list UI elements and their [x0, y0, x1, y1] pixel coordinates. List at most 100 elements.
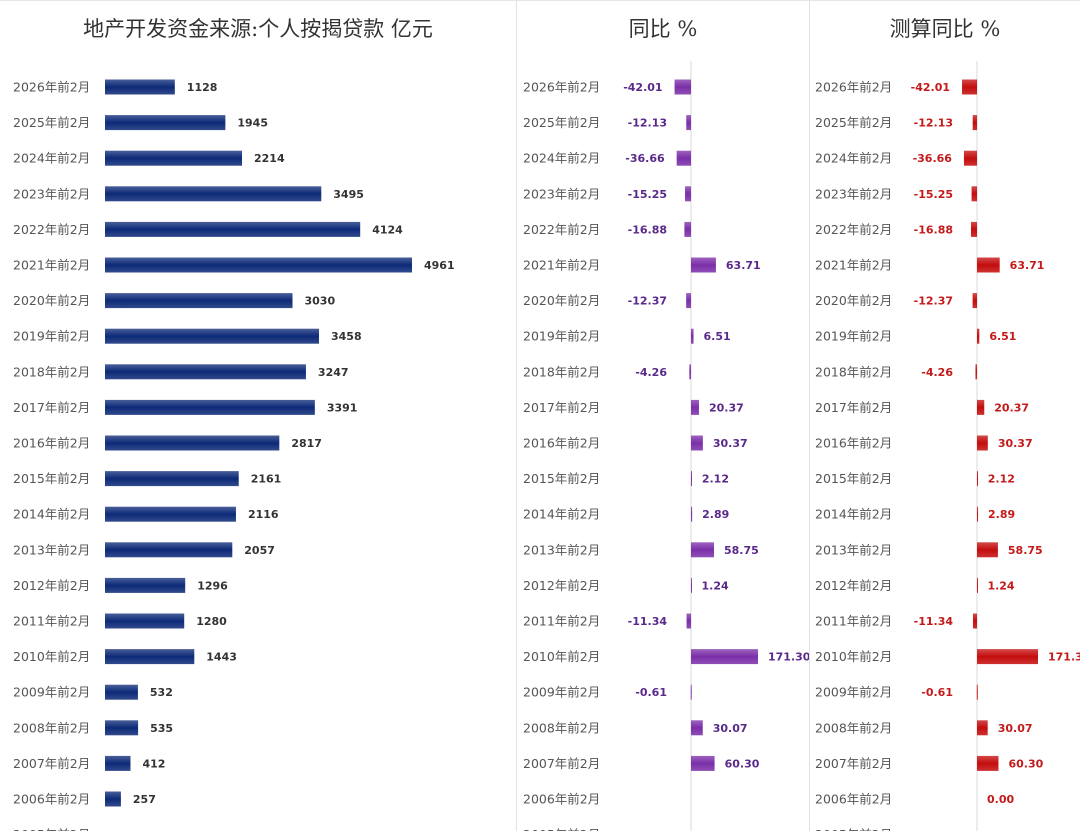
category-tick-label: 2026年前2月 — [523, 80, 600, 95]
category-tick-label: 2025年前2月 — [13, 115, 90, 130]
data-label: -0.61 — [921, 686, 953, 699]
category-tick-label: 2021年前2月 — [523, 258, 600, 273]
bar — [105, 257, 412, 273]
category-tick-label: 2016年前2月 — [523, 436, 600, 451]
category-tick-label: 2013年前2月 — [13, 542, 90, 557]
bar — [686, 115, 691, 131]
bar — [977, 471, 978, 487]
bar — [972, 115, 977, 131]
data-label: 2116 — [248, 508, 279, 521]
category-tick-label: 2015年前2月 — [523, 471, 600, 486]
bar — [970, 221, 977, 237]
bar — [105, 613, 185, 629]
data-label: 257 — [133, 793, 156, 806]
data-label: 2.12 — [988, 473, 1015, 486]
data-label: -16.88 — [914, 223, 953, 236]
category-tick-label: 2016年前2月 — [13, 436, 90, 451]
bar — [676, 150, 691, 166]
category-tick-label: 2026年前2月 — [13, 80, 90, 95]
bar — [976, 684, 978, 700]
category-tick-label: 2006年前2月 — [815, 792, 892, 807]
category-tick-label: 2022年前2月 — [13, 222, 90, 237]
bar — [686, 613, 691, 629]
data-label: -12.37 — [628, 295, 667, 308]
category-tick-label: 2020年前2月 — [13, 293, 90, 308]
data-label: 171.30 — [768, 651, 809, 664]
category-tick-label: 2018年前2月 — [815, 364, 892, 379]
bar — [691, 257, 716, 273]
bar — [105, 684, 138, 700]
data-label: -16.88 — [628, 223, 667, 236]
data-label: 1945 — [237, 117, 268, 130]
category-tick-label: 2021年前2月 — [815, 258, 892, 273]
data-label: -11.34 — [628, 615, 668, 628]
data-label: 20.37 — [994, 401, 1029, 414]
bar — [105, 506, 236, 522]
bar — [977, 435, 988, 451]
bar — [962, 79, 977, 95]
data-label: -42.01 — [623, 81, 662, 94]
category-tick-label: 2025年前2月 — [523, 115, 600, 130]
bar — [686, 293, 691, 309]
data-label: 1296 — [197, 579, 228, 592]
data-label: -11.34 — [914, 615, 954, 628]
data-label: 1.24 — [701, 579, 728, 592]
category-tick-label: 2017年前2月 — [523, 400, 600, 415]
data-label: 2.89 — [988, 508, 1015, 521]
data-label: -4.26 — [635, 366, 667, 379]
bar — [105, 542, 233, 558]
data-label: 6.51 — [989, 330, 1016, 343]
data-label: -0.61 — [635, 686, 667, 699]
bar — [977, 399, 985, 415]
data-label: 63.71 — [1010, 259, 1045, 272]
data-label: 3247 — [318, 366, 349, 379]
bar — [105, 435, 280, 451]
data-label: 2817 — [291, 437, 322, 450]
data-label: -12.13 — [914, 117, 953, 130]
bar — [691, 542, 714, 558]
data-label: 0.00 — [987, 793, 1014, 806]
category-tick-label: 2024年前2月 — [523, 151, 600, 166]
data-label: 412 — [142, 757, 165, 770]
data-label: 30.07 — [713, 722, 748, 735]
bar — [691, 649, 758, 665]
category-tick-label: 2018年前2月 — [13, 364, 90, 379]
category-tick-label: 2017年前2月 — [815, 400, 892, 415]
chart-title: 地产开发资金来源:个人按揭贷款 亿元 — [83, 17, 433, 41]
category-tick-label: 2022年前2月 — [523, 222, 600, 237]
data-label: -15.25 — [628, 188, 667, 201]
category-tick-label: 2019年前2月 — [815, 329, 892, 344]
bar — [972, 613, 977, 629]
data-label: 4124 — [372, 223, 403, 236]
bar — [105, 720, 139, 736]
category-tick-label: 2009年前2月 — [815, 685, 892, 700]
data-label: -36.66 — [913, 152, 953, 165]
bar — [105, 791, 121, 807]
category-tick-label: 2009年前2月 — [13, 685, 90, 700]
data-label: 3495 — [333, 188, 364, 201]
bar — [977, 755, 999, 771]
category-tick-label: 2008年前2月 — [523, 720, 600, 735]
bar — [691, 720, 703, 736]
category-tick-label: 2026年前2月 — [815, 80, 892, 95]
data-label: -42.01 — [911, 81, 950, 94]
data-label: 63.71 — [726, 259, 761, 272]
bar — [691, 471, 692, 487]
category-tick-label: 2012年前2月 — [13, 578, 90, 593]
category-tick-label: 2013年前2月 — [523, 542, 600, 557]
category-tick-label: 2010年前2月 — [523, 649, 600, 664]
category-tick-label: 2010年前2月 — [815, 649, 892, 664]
category-tick-label: 2019年前2月 — [13, 329, 90, 344]
bar — [105, 755, 131, 771]
chart-title: 同比 % — [628, 17, 698, 41]
category-tick-label: 2018年前2月 — [523, 364, 600, 379]
data-label: 60.30 — [1008, 757, 1043, 770]
data-label: 532 — [150, 686, 173, 699]
category-tick-label: 2014年前2月 — [523, 507, 600, 522]
data-label: 171.30 — [1048, 651, 1080, 664]
category-tick-label: 2015年前2月 — [815, 471, 892, 486]
data-label: 1.24 — [987, 579, 1014, 592]
chart-title: 测算同比 % — [889, 17, 1001, 41]
category-tick-label: 2023年前2月 — [815, 186, 892, 201]
bar — [684, 221, 691, 237]
